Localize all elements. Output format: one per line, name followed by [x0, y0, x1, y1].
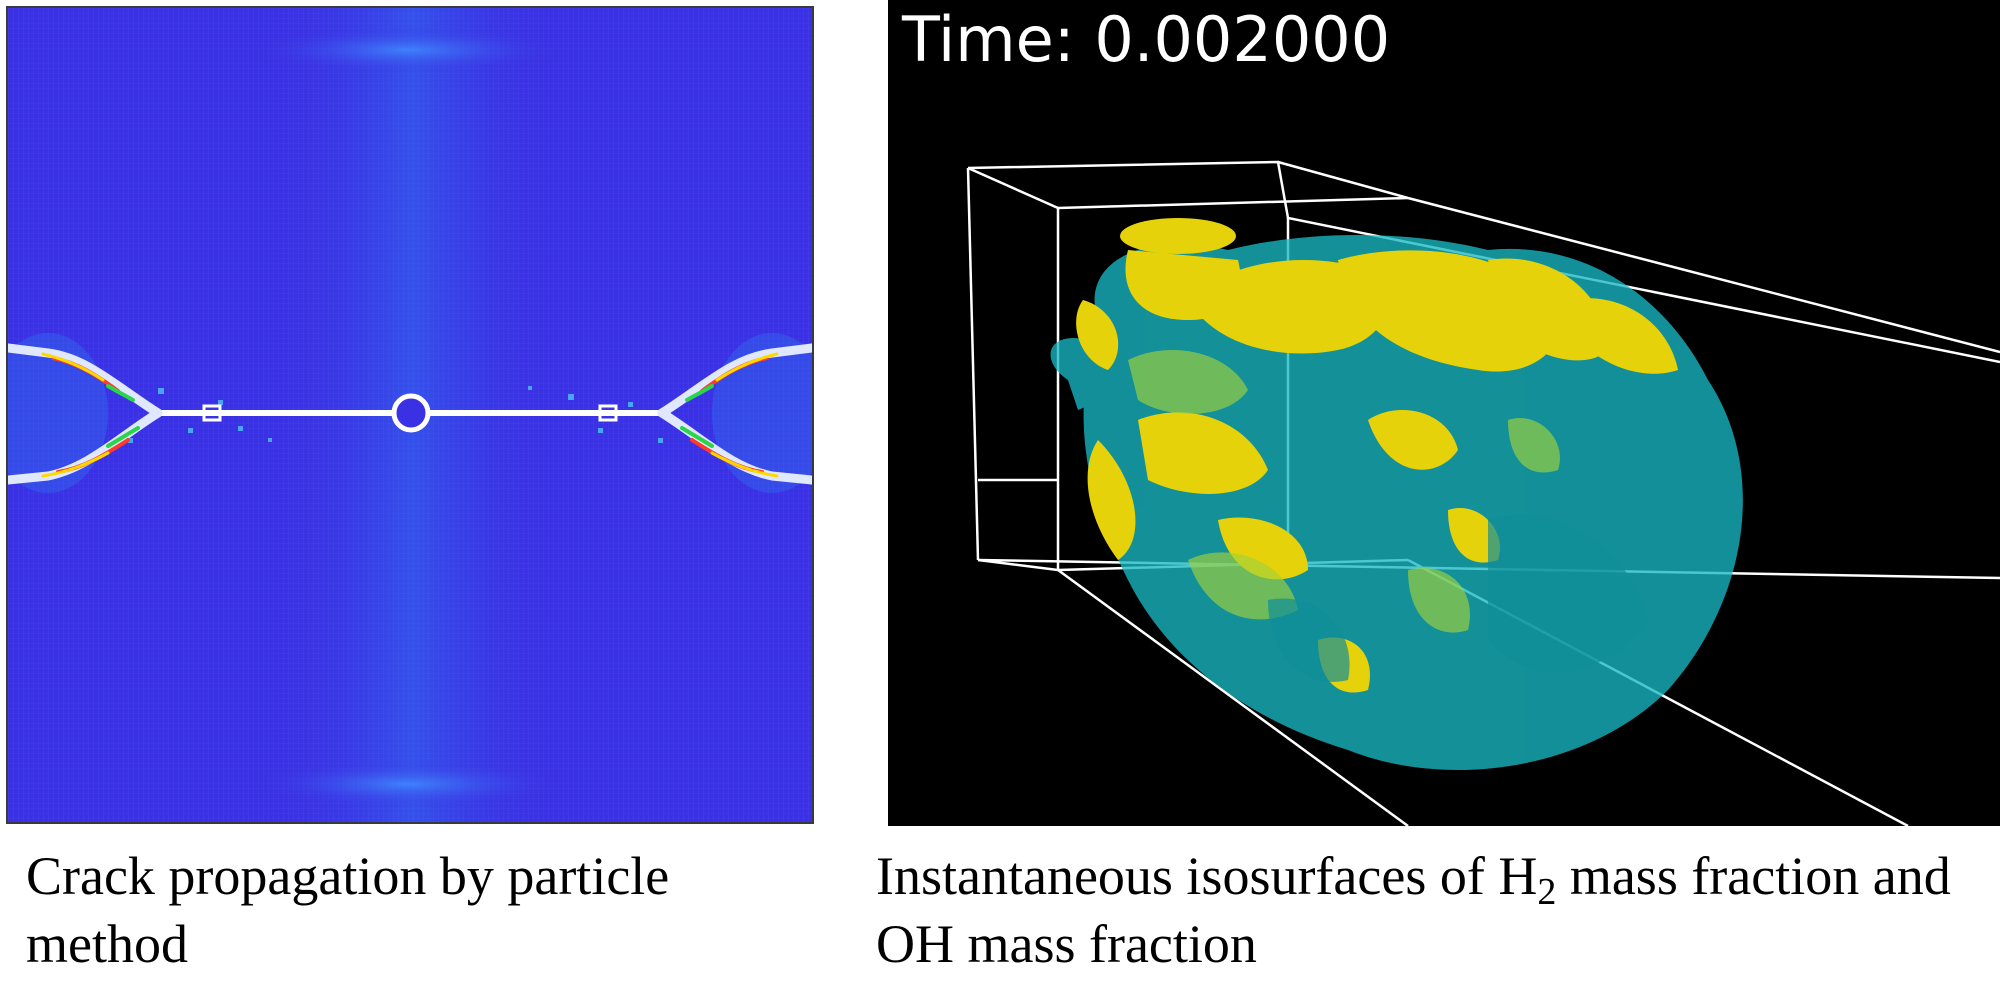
isosurface-simulation-image: Time: 0.002000: [888, 0, 2000, 826]
crack-simulation-image: [6, 6, 814, 824]
right-caption-part1: Instantaneous isosurfaces of H: [876, 846, 1538, 906]
time-readout: Time: 0.002000: [902, 3, 1391, 76]
left-caption: Crack propagation by particle method: [26, 846, 670, 974]
right-caption: Instantaneous isosurfaces of H2 mass fra…: [876, 842, 2000, 978]
right-caption-subscript: 2: [1537, 871, 1557, 913]
right-caption-part2: mass fraction and OH mass fraction: [876, 846, 1951, 974]
